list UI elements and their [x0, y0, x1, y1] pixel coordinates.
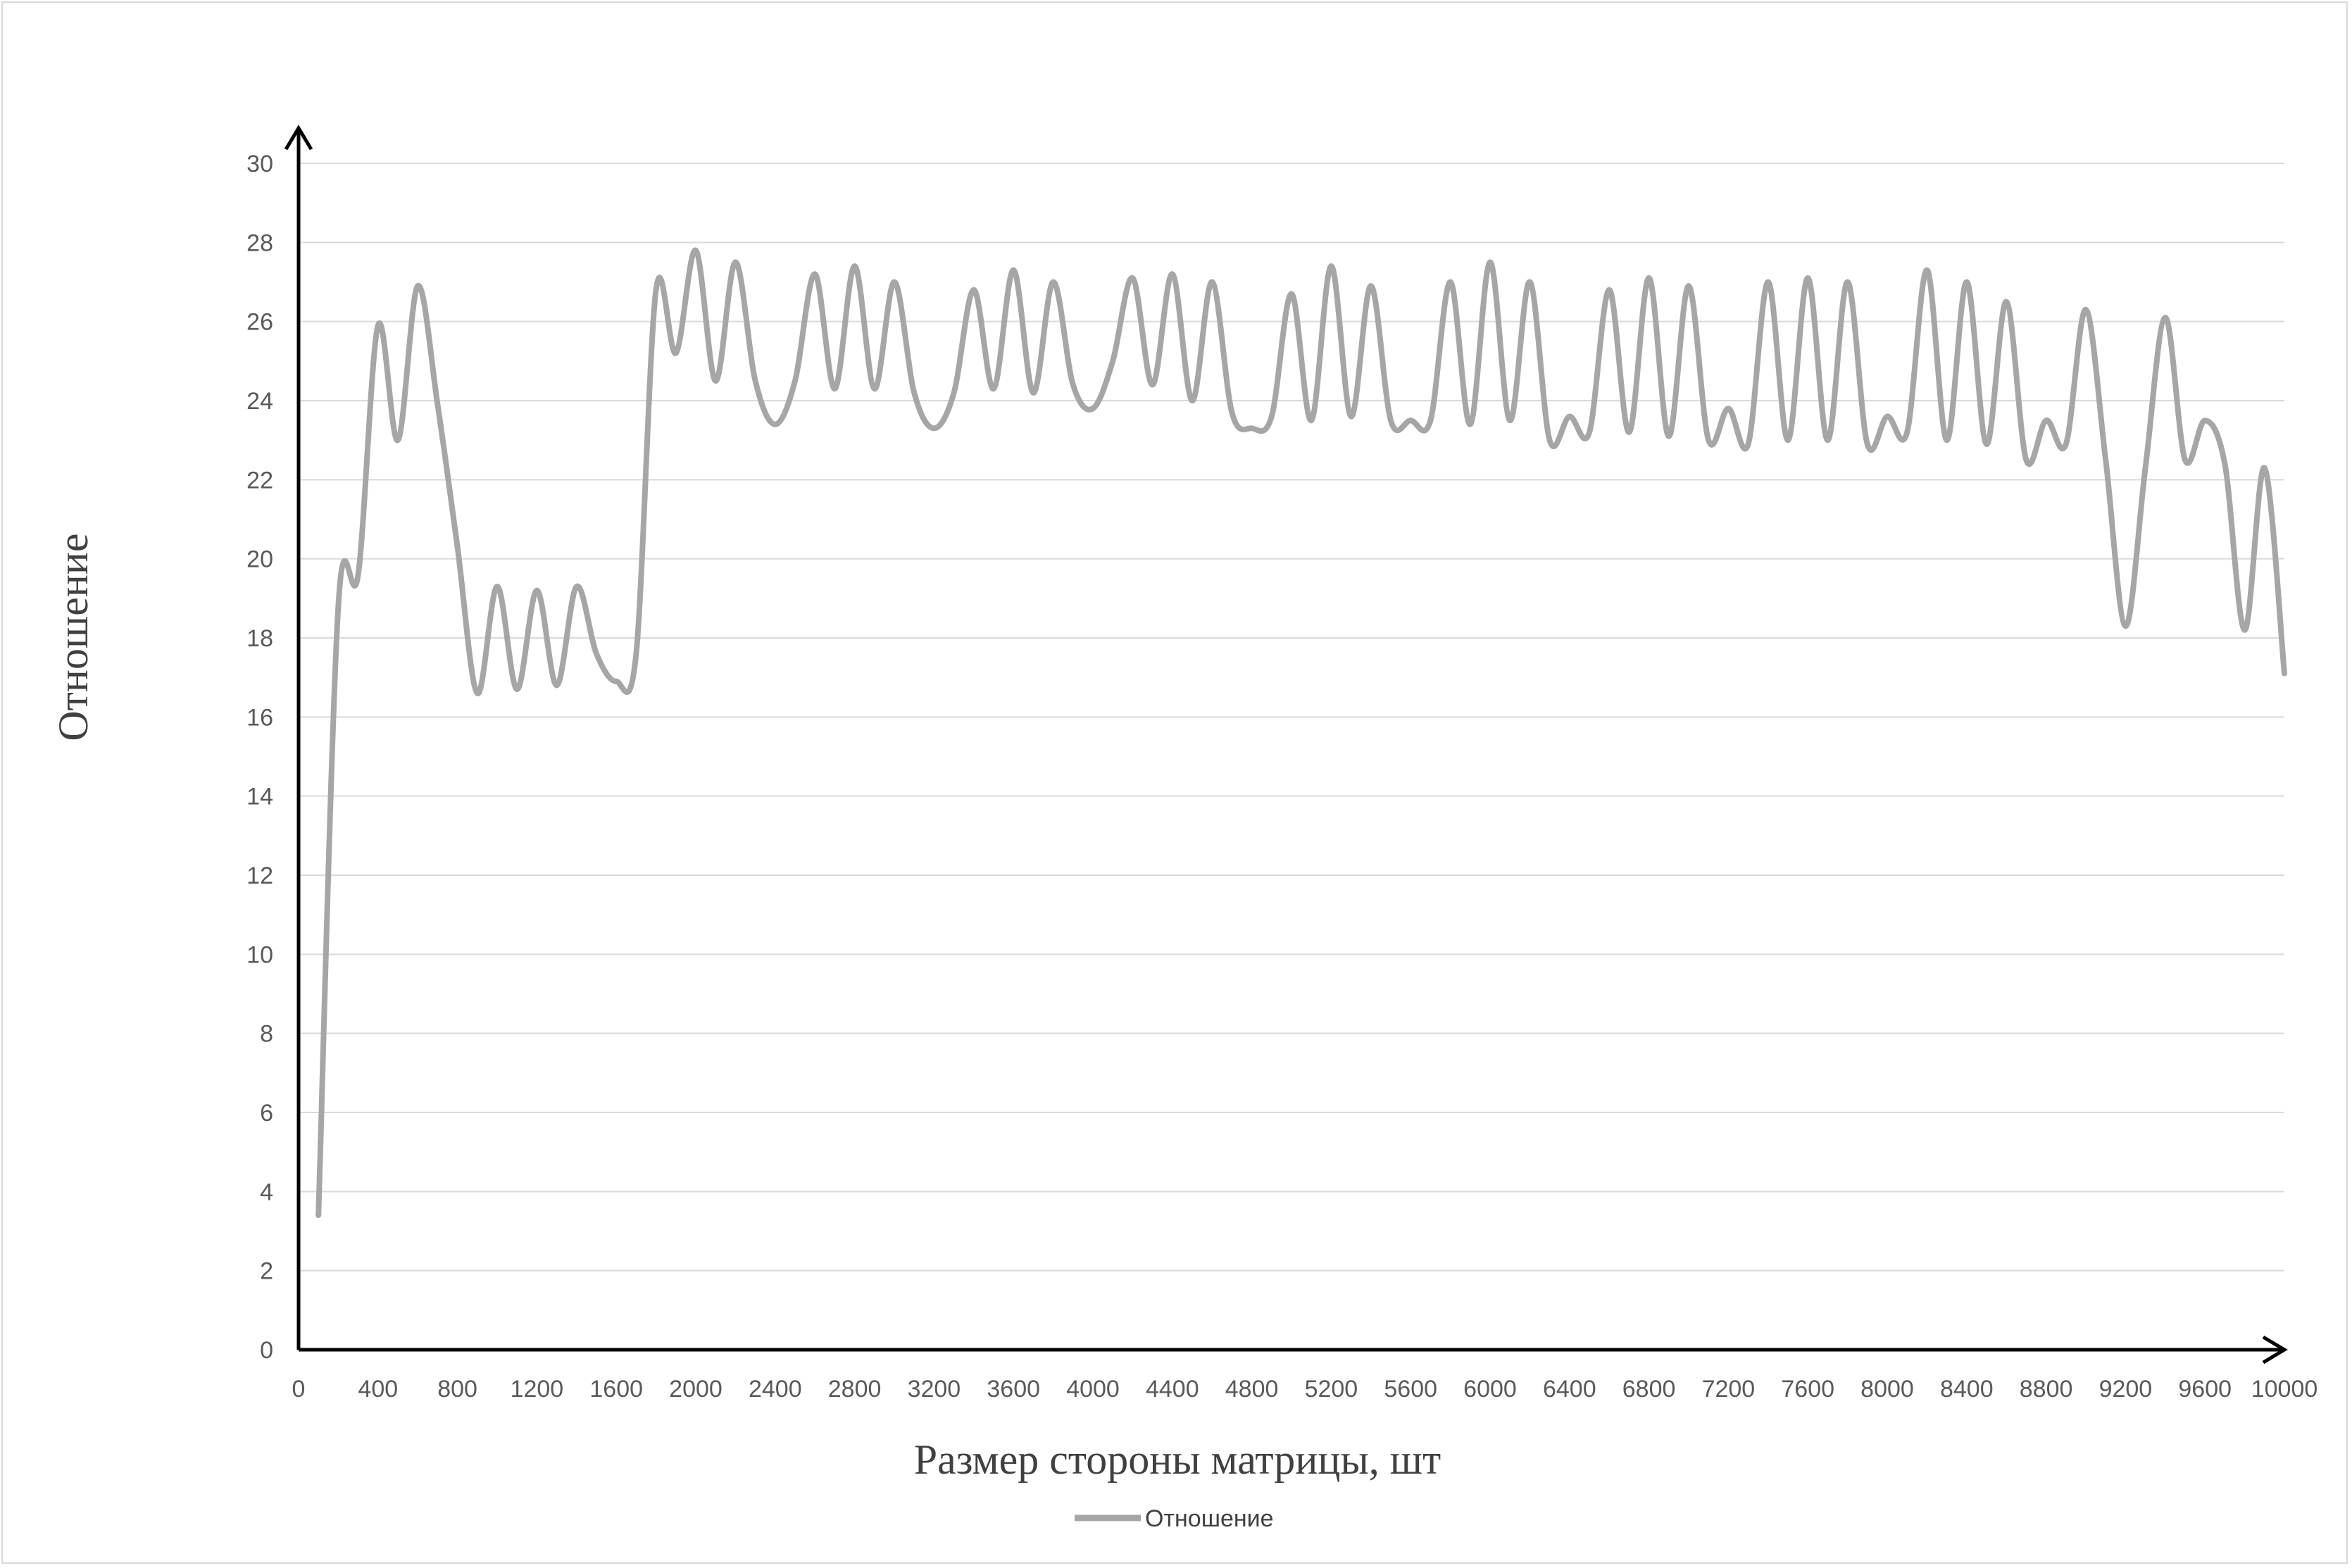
y-tick-label: 16: [246, 704, 273, 731]
x-tick-label: 6400: [1543, 1376, 1596, 1403]
x-tick-label: 8800: [2020, 1376, 2073, 1403]
x-tick-label: 1200: [511, 1376, 564, 1403]
y-tick-label: 28: [246, 230, 273, 256]
x-tick-label: 1600: [589, 1376, 643, 1403]
x-tick-label: 6800: [1622, 1376, 1676, 1403]
legend: Отношение: [1075, 1505, 1274, 1532]
x-tick-label: 2800: [828, 1376, 882, 1403]
x-tick-label: 10000: [2251, 1376, 2318, 1403]
x-tick-label: 5200: [1305, 1376, 1358, 1403]
y-tick-label: 12: [246, 863, 273, 889]
x-tick-label: 8400: [1940, 1376, 1994, 1403]
y-tick-label: 22: [246, 467, 273, 494]
x-tick-label: 7200: [1702, 1376, 1756, 1403]
x-tick-label: 3200: [908, 1376, 961, 1403]
legend-label: Отношение: [1145, 1505, 1274, 1532]
x-tick-label: 2000: [669, 1376, 723, 1403]
y-tick-label: 20: [246, 546, 273, 573]
x-tick-label: 3600: [987, 1376, 1040, 1403]
x-tick-label: 9600: [2178, 1376, 2232, 1403]
gridlines: [299, 163, 2284, 1272]
x-tick-label: 6000: [1463, 1376, 1517, 1403]
x-axis-title: Размер стороны матрицы, шт: [914, 1436, 1441, 1483]
y-tick-label: 18: [246, 625, 273, 652]
y-tick-label: 0: [260, 1337, 273, 1364]
x-axis-arrow-icon: [2262, 1335, 2288, 1365]
x-tick-label: 400: [358, 1376, 398, 1403]
y-tick-label: 14: [246, 784, 273, 810]
y-tick-label: 6: [260, 1100, 273, 1127]
y-tick-label: 26: [246, 309, 273, 336]
x-tick-label: 4800: [1225, 1376, 1279, 1403]
series-group: [315, 247, 2287, 1218]
y-tick-label: 10: [246, 941, 273, 968]
y-tick-label: 24: [246, 388, 273, 415]
x-axis-ticks: 0 400 800 1200 1600 2000 2400 2800 3200 3600 4000 4…: [292, 1376, 2318, 1403]
y-tick-label: 8: [260, 1021, 273, 1048]
x-tick-label: 0: [292, 1376, 306, 1403]
x-tick-label: 7600: [1781, 1376, 1834, 1403]
y-tick-label: 4: [260, 1179, 273, 1205]
x-tick-label: 5600: [1384, 1376, 1437, 1403]
x-tick-label: 4000: [1066, 1376, 1120, 1403]
y-tick-label: 30: [246, 151, 273, 177]
series-line-otnoshenie: [315, 247, 2287, 1218]
y-tick-label: 2: [260, 1258, 273, 1285]
y-axis-arrow-icon: [284, 125, 313, 151]
x-tick-label: 8000: [1860, 1376, 1914, 1403]
x-tick-label: 800: [437, 1376, 477, 1403]
axes: [284, 125, 2288, 1365]
x-tick-label: 9200: [2099, 1376, 2153, 1403]
x-tick-label: 4400: [1146, 1376, 1199, 1403]
y-axis-title: Отношение: [50, 533, 96, 741]
x-tick-label: 2400: [749, 1376, 802, 1403]
